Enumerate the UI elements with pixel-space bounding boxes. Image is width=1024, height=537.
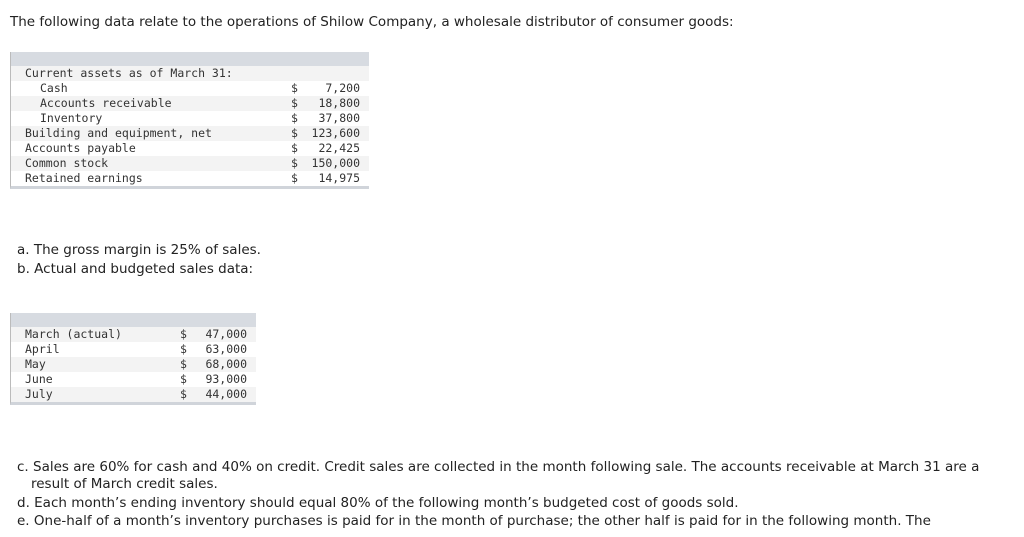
table-header-bar [11, 52, 369, 66]
currency: $ [291, 96, 298, 110]
row-label: Building and equipment, net [25, 126, 212, 140]
intro: The following data relate to the operati… [10, 14, 734, 30]
row: July $44,000 [11, 387, 256, 402]
row-label: March (actual) [25, 327, 122, 341]
currency: $ [180, 342, 187, 356]
currency: $ [291, 171, 298, 185]
item-e: e. One-half of a month’s inventory purch… [17, 513, 931, 529]
row: May $68,000 [11, 357, 256, 372]
row: Accounts receivable $18,800 [11, 96, 369, 111]
row-label: Common stock [25, 156, 109, 170]
row: March (actual) $47,000 [11, 327, 256, 342]
amount: 7,200 [325, 81, 360, 95]
row-label: May [25, 357, 46, 371]
row-label: Cash [40, 81, 68, 95]
row-label: Accounts payable [25, 141, 136, 155]
amount: 37,800 [318, 111, 360, 125]
row: Current assets as of March 31: [11, 66, 369, 81]
row-label: June [25, 372, 53, 386]
amount: 63,000 [205, 342, 247, 356]
item-b: b. Actual and budgeted sales data: [17, 261, 254, 277]
currency: $ [291, 111, 298, 125]
row-label: Retained earnings [25, 171, 143, 185]
currency: $ [291, 81, 298, 95]
item-c: c. Sales are 60% for cash and 40% on cre… [17, 459, 980, 492]
row: Accounts payable $22,425 [11, 141, 369, 156]
row: Cash $7,200 [11, 81, 369, 96]
amount: 14,975 [318, 171, 360, 185]
sales-table: March (actual) $47,000 April $63,000 May $68,… [10, 313, 256, 405]
amount: 93,000 [205, 372, 247, 386]
table-heading: Current assets as of March 31: [25, 66, 233, 80]
row: Inventory $37,800 [11, 111, 369, 126]
amount: 123,600 [311, 126, 360, 140]
amount: 44,000 [205, 387, 247, 401]
row: Retained earnings $14,975 [11, 171, 369, 186]
currency: $ [180, 357, 187, 371]
balance-table: Current assets as of March 31: Cash $7,20… [10, 52, 369, 189]
row: Building and equipment, net $123,600 [11, 126, 369, 141]
row-label: Inventory [40, 111, 103, 125]
currency: $ [291, 156, 298, 170]
currency: $ [180, 327, 187, 341]
amount: 68,000 [205, 357, 247, 371]
amount: 18,800 [318, 96, 360, 110]
item-d: d. Each month’s ending inventory should … [17, 495, 739, 511]
currency: $ [291, 141, 298, 155]
row: June $93,000 [11, 372, 256, 387]
table-header-bar [11, 313, 256, 327]
row: April $63,000 [11, 342, 256, 357]
amount: 22,425 [318, 141, 360, 155]
row-label: April [25, 342, 60, 356]
currency: $ [291, 126, 298, 140]
row-label: July [25, 387, 53, 401]
amount: 47,000 [205, 327, 247, 341]
row-label: Accounts receivable [40, 96, 172, 110]
currency: $ [180, 387, 187, 401]
amount: 150,000 [311, 156, 360, 170]
currency: $ [180, 372, 187, 386]
row: Common stock $150,000 [11, 156, 369, 171]
item-a: a. The gross margin is 25% of sales. [17, 242, 261, 258]
